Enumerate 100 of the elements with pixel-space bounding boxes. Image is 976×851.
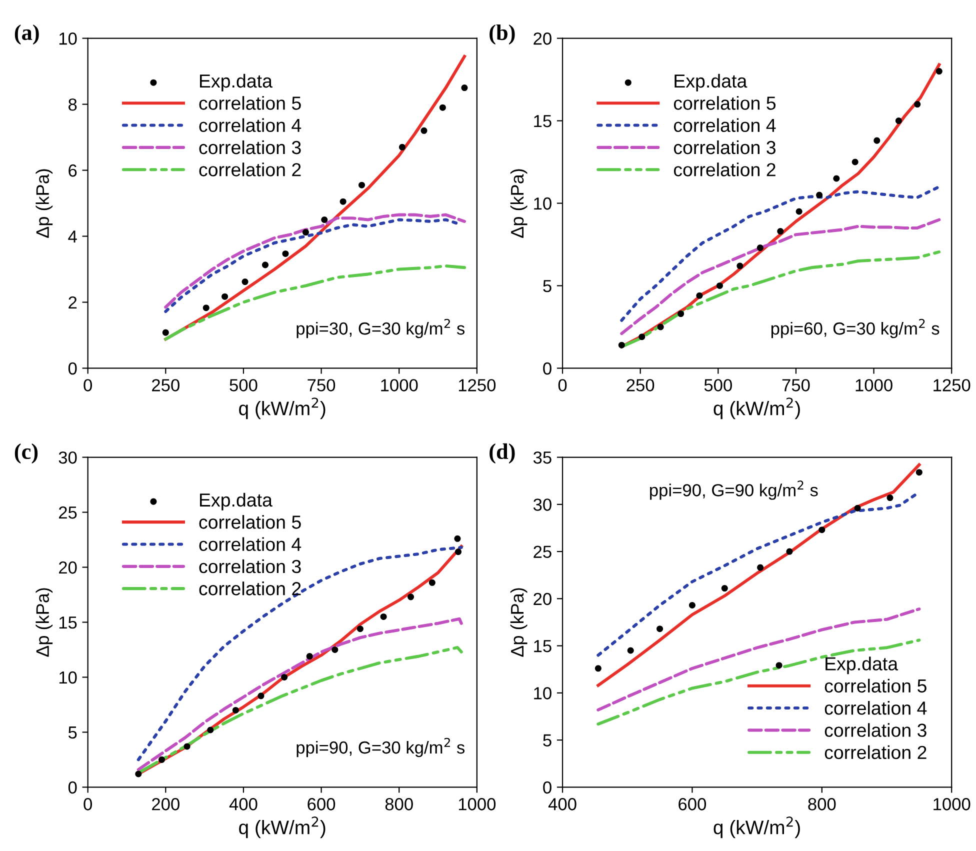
annotation: ppi=60, G=30 kg/m$^{2}$ s [771, 318, 940, 338]
point [242, 278, 248, 286]
point [439, 104, 446, 111]
legend-label: Exp.data [674, 74, 748, 92]
legend-label: correlation 4 [199, 118, 302, 132]
chart-title: (d) [490, 443, 515, 464]
point [222, 293, 228, 300]
point [281, 674, 288, 680]
legend-label: correlation 3 [824, 723, 926, 737]
point [321, 216, 328, 223]
point [874, 137, 880, 144]
point [656, 626, 664, 632]
point [594, 665, 602, 672]
point [796, 208, 802, 215]
legend-label: correlation 5 [824, 678, 926, 693]
legend-label: correlation 3 [199, 559, 301, 574]
point [657, 324, 664, 330]
y-tick-label: 0 [543, 362, 552, 375]
point [757, 564, 764, 571]
x-tick-label: 400 [548, 798, 576, 810]
legend-label: correlation 5 [199, 96, 301, 110]
y-axis-title: Δp (kPa) [510, 588, 528, 657]
point [627, 647, 634, 654]
x-tick-label: 1250 [458, 379, 496, 392]
chart-title: (a) [14, 24, 39, 45]
point [282, 250, 289, 257]
y-tick-label: 10 [59, 32, 77, 45]
point [420, 127, 428, 134]
annotation: ppi=90, G=90 kg/m$^{2}$ s [650, 480, 818, 500]
x-tick-label: 400 [229, 798, 258, 810]
point [135, 770, 142, 778]
y-tick-label: 20 [534, 592, 552, 606]
y-tick-label: 0 [68, 781, 77, 794]
x-axis-title: q (kW/m$^{2}$) [714, 816, 800, 838]
point [816, 192, 823, 198]
y-tick-label: 4 [68, 230, 77, 243]
point [302, 229, 309, 236]
x-tick-label: 1000 [458, 798, 496, 810]
y-tick-label: 15 [59, 616, 77, 629]
point [852, 158, 858, 166]
legend-label: correlation 2 [199, 162, 301, 176]
point [886, 494, 894, 502]
y-axis-title: Δp (kPa) [36, 169, 53, 238]
legend-label: correlation 3 [674, 140, 776, 154]
x-tick-label: 200 [152, 798, 180, 810]
y-tick-label: 15 [534, 115, 552, 128]
x-tick-label: 250 [152, 379, 180, 392]
x-tick-label: 500 [230, 379, 258, 392]
y-tick-label: 25 [58, 506, 77, 519]
y-tick-label: 35 [533, 451, 552, 464]
point [380, 613, 387, 620]
y-tick-label: 30 [58, 451, 77, 464]
y-tick-label: 5 [543, 280, 552, 292]
line-series [164, 264, 466, 341]
point [408, 594, 414, 600]
point [398, 144, 406, 150]
point [818, 526, 826, 534]
point [262, 262, 269, 268]
point [258, 692, 264, 700]
x-tick-label: 0 [84, 379, 92, 392]
legend-label: correlation 2 [824, 745, 926, 760]
point [202, 304, 210, 312]
point [678, 310, 684, 318]
point [895, 118, 902, 124]
y-axis-title: Δp (kPa) [510, 169, 528, 238]
legend-label: correlation 3 [199, 140, 301, 154]
legend-label: Exp.data [826, 656, 898, 674]
x-tick-label: 250 [626, 379, 654, 392]
x-tick-label: 0 [84, 798, 92, 810]
chart-title: (b) [490, 24, 515, 45]
chart-title: (c) [14, 443, 38, 464]
y-tick-label: 5 [543, 734, 552, 747]
y-tick-label: 10 [59, 671, 77, 684]
point [756, 244, 764, 252]
y-tick-label: 8 [68, 98, 77, 111]
point [158, 756, 166, 763]
legend-label: correlation 4 [674, 118, 776, 132]
x-tick-label: 1250 [934, 379, 970, 392]
point [454, 535, 461, 542]
point [340, 198, 346, 205]
point [428, 579, 436, 586]
point [721, 585, 728, 592]
point [162, 329, 169, 336]
x-tick-label: 800 [385, 798, 413, 810]
y-tick-label: 2 [68, 296, 77, 309]
point [358, 182, 366, 188]
y-tick-label: 30 [533, 498, 552, 511]
annotation: ppi=90, G=30 kg/m$^{2}$ s [296, 738, 465, 758]
x-tick-label: 750 [308, 379, 336, 392]
y-tick-label: 10 [534, 197, 552, 210]
point [916, 469, 922, 476]
legend-label: correlation 2 [674, 162, 776, 176]
point [184, 743, 190, 750]
point [777, 228, 784, 235]
legend-label: correlation 2 [199, 582, 301, 596]
y-tick-label: 6 [68, 164, 77, 177]
point [454, 548, 462, 556]
y-tick-label: 0 [543, 781, 552, 794]
x-axis-title: q (kW/m$^{2}$) [714, 398, 800, 420]
x-axis-title: q (kW/m$^{2}$) [239, 816, 326, 838]
